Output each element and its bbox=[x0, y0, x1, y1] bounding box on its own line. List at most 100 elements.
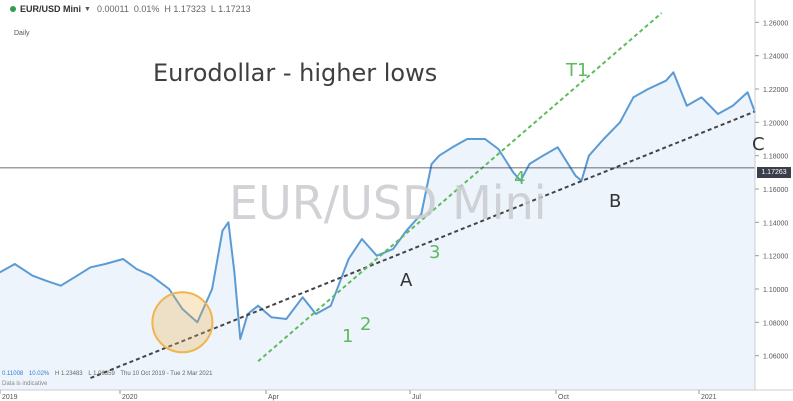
stat-last: 0.11008 bbox=[2, 371, 24, 377]
price-point bbox=[700, 96, 703, 99]
price-point bbox=[60, 284, 62, 287]
price-point bbox=[315, 313, 317, 315]
price-point bbox=[588, 154, 590, 157]
x-tick-label: Oct bbox=[558, 394, 569, 401]
chart-headline: Eurodollar - higher lows bbox=[153, 59, 438, 87]
label-t1: T1 bbox=[566, 60, 589, 81]
price-point bbox=[556, 146, 559, 149]
stat-high: H 1.23483 bbox=[54, 371, 83, 377]
price-point bbox=[181, 308, 184, 310]
y-tick-label: 1.26000 bbox=[763, 20, 788, 27]
symbol-watermark: EUR/USD Mini bbox=[229, 176, 547, 230]
price-point bbox=[619, 121, 621, 124]
label-touch-3: 3 bbox=[429, 242, 441, 263]
price-point bbox=[168, 288, 170, 290]
price-point bbox=[270, 316, 273, 319]
price-point bbox=[632, 96, 635, 99]
symbol-header[interactable]: EUR/USD Mini ▼ 0.00011 0.01% H 1.17323 L… bbox=[0, 0, 755, 18]
label-touch-1: 1 bbox=[342, 326, 354, 347]
price-point bbox=[574, 174, 577, 177]
price-point bbox=[227, 221, 230, 224]
x-tick-label: Jul bbox=[412, 394, 421, 401]
price-point bbox=[347, 258, 350, 260]
price-point bbox=[602, 138, 605, 140]
range-stats: 0.11008 10.02% H 1.23483 L 1.06359 Thu 1… bbox=[2, 371, 216, 377]
data-indicative-note: Data is indicative bbox=[2, 381, 48, 387]
price-point bbox=[484, 138, 486, 140]
price-point bbox=[196, 321, 199, 324]
interval-label[interactable]: Daily bbox=[14, 30, 30, 37]
price-area bbox=[0, 72, 755, 391]
price-point bbox=[542, 154, 544, 157]
price-point bbox=[665, 79, 667, 82]
chevron-down-icon[interactable]: ▼ bbox=[84, 5, 91, 13]
x-tick-label: 2020 bbox=[122, 394, 138, 401]
price-point bbox=[420, 213, 423, 215]
price-point bbox=[0, 271, 1, 274]
price-point bbox=[686, 104, 688, 107]
price-point bbox=[466, 138, 469, 140]
change-abs: 0.00011 bbox=[96, 4, 129, 14]
label-touch-4: 4 bbox=[514, 168, 526, 189]
price-point bbox=[257, 304, 259, 307]
y-tick-label: 1.18000 bbox=[763, 154, 788, 161]
y-tick-label: 1.08000 bbox=[763, 320, 788, 327]
price-point bbox=[497, 148, 500, 150]
low-value: L 1.17213 bbox=[210, 4, 251, 14]
y-tick-label: 1.12000 bbox=[763, 254, 788, 261]
price-point bbox=[717, 113, 719, 115]
trendline-t1 bbox=[257, 12, 663, 363]
stat-pct: 10.02% bbox=[28, 371, 50, 377]
y-tick-label: 1.14000 bbox=[763, 220, 788, 227]
label-touch-2: 2 bbox=[360, 314, 372, 335]
price-point bbox=[330, 304, 332, 307]
price-point bbox=[672, 71, 675, 74]
high-value: H 1.17323 bbox=[164, 4, 206, 14]
price-point bbox=[104, 263, 107, 265]
price-point bbox=[528, 163, 531, 165]
price-point bbox=[211, 288, 213, 290]
stat-range: Thu 10 Oct 2019 - Tue 2 Mar 2021 bbox=[120, 371, 213, 377]
label-point-a: A bbox=[400, 270, 413, 291]
y-tick-label: 1.24000 bbox=[763, 54, 788, 61]
price-point bbox=[135, 268, 138, 270]
label-point-c: C bbox=[752, 134, 765, 155]
price-point bbox=[647, 88, 649, 90]
price-point bbox=[438, 154, 440, 157]
y-tick-label: 1.06000 bbox=[763, 354, 788, 361]
x-tick-label: 2019 bbox=[2, 394, 18, 401]
price-point bbox=[430, 163, 433, 165]
price-point bbox=[14, 263, 16, 265]
price-point bbox=[301, 296, 304, 299]
price-point bbox=[89, 266, 92, 269]
x-tick-label: Apr bbox=[268, 394, 280, 401]
change-pct: 0.01% bbox=[133, 4, 160, 14]
price-point bbox=[732, 104, 734, 107]
price-point bbox=[392, 248, 394, 250]
x-tick-label: 2021 bbox=[701, 394, 717, 401]
price-point bbox=[405, 229, 408, 232]
label-point-b: B bbox=[609, 191, 622, 212]
highlight-circle bbox=[151, 291, 214, 354]
price-point bbox=[746, 91, 749, 94]
stat-low: L 1.06359 bbox=[88, 371, 115, 377]
y-tick-label: 1.10000 bbox=[763, 287, 788, 294]
price-point bbox=[285, 318, 288, 320]
price-line bbox=[0, 71, 756, 340]
price-point bbox=[150, 274, 153, 277]
symbol-name[interactable]: EUR/USD Mini bbox=[20, 4, 82, 14]
price-point bbox=[233, 271, 236, 274]
price-point bbox=[361, 238, 363, 240]
price-point bbox=[45, 279, 47, 282]
price-point bbox=[76, 274, 78, 277]
market-open-icon bbox=[10, 6, 16, 12]
price-point bbox=[122, 258, 124, 260]
y-tick-label: 1.20000 bbox=[763, 120, 788, 127]
price-point bbox=[31, 274, 34, 277]
price-point bbox=[239, 338, 242, 340]
price-point bbox=[451, 146, 454, 149]
price-point bbox=[221, 229, 224, 232]
price-point bbox=[519, 179, 522, 182]
